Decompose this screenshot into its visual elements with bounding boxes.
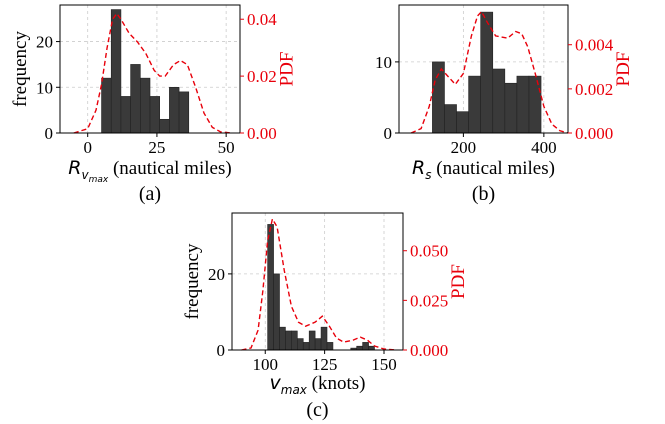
x-axis-label: vmax (knots) bbox=[270, 372, 366, 397]
y2-axis-label: PDF bbox=[448, 264, 469, 299]
pdf-curve bbox=[73, 12, 232, 134]
y-tick-label: 10 bbox=[36, 78, 53, 97]
y-axis-label: frequency bbox=[182, 243, 203, 319]
histogram-bar bbox=[362, 342, 369, 351]
y-axis-label: frequency bbox=[10, 31, 31, 107]
histogram-bar bbox=[140, 77, 151, 134]
histogram-bar bbox=[516, 75, 530, 134]
chart-panel-0: 0 25 50 0 10 20 0.00 0.02 0.04 frequency PDF Rvmax … bbox=[10, 4, 297, 205]
histogram-bar bbox=[110, 9, 122, 134]
x-axis-symbol: v bbox=[270, 372, 282, 394]
y2-tick-label: 0.050 bbox=[410, 242, 448, 261]
histogram-bar bbox=[130, 64, 141, 134]
histogram-bar bbox=[528, 75, 542, 134]
x-axis-subscript: max bbox=[281, 383, 308, 397]
y-tick-label: 0 bbox=[384, 124, 393, 143]
histogram-bar bbox=[169, 86, 180, 134]
x-axis-symbol: R bbox=[412, 157, 425, 179]
x-axis-label: Rvmax (nautical miles) bbox=[68, 157, 231, 185]
histogram-bar bbox=[504, 82, 518, 134]
histogram-bar bbox=[368, 345, 375, 351]
histogram-bar bbox=[314, 338, 322, 351]
x-tick-label: 150 bbox=[371, 355, 397, 374]
histogram-bar bbox=[279, 326, 286, 351]
histogram-bar bbox=[320, 326, 328, 351]
histogram-bar bbox=[356, 345, 363, 351]
x-tick-label: 400 bbox=[531, 138, 557, 157]
histogram-bar bbox=[480, 11, 494, 134]
plot-frame bbox=[59, 4, 241, 134]
x-axis-subscript: v bbox=[82, 168, 90, 182]
histogram-bar bbox=[285, 330, 292, 351]
x-tick-label: 0 bbox=[83, 138, 92, 157]
chart-panel-2: 100 125 150 0 20 0.000 0.025 0.050 frequency PDF v… bbox=[182, 212, 469, 421]
histogram-bar bbox=[468, 75, 481, 134]
histogram-bar bbox=[120, 96, 131, 134]
y2-axis-label: PDF bbox=[276, 52, 297, 87]
y2-tick-label: 0.02 bbox=[247, 67, 277, 86]
x-axis-subscript: s bbox=[425, 168, 431, 182]
histogram-bar bbox=[297, 338, 304, 351]
x-axis-symbol: R bbox=[68, 157, 81, 179]
y-tick-label: 10 bbox=[375, 53, 392, 72]
histogram-bar bbox=[444, 104, 457, 134]
y2-tick-label: 0.000 bbox=[410, 341, 448, 360]
histogram-bar bbox=[273, 273, 280, 351]
plot-frame bbox=[231, 212, 404, 351]
histogram-bar bbox=[326, 342, 334, 351]
plot-frame bbox=[398, 4, 569, 134]
y-tick-label: 0 bbox=[217, 341, 226, 360]
y2-tick-label: 0.002 bbox=[575, 80, 613, 99]
panel-caption: (c) bbox=[306, 399, 328, 421]
histogram-bar bbox=[308, 330, 316, 351]
x-tick-label: 100 bbox=[253, 355, 279, 374]
y2-tick-label: 0.004 bbox=[575, 36, 614, 55]
histogram-bar bbox=[149, 96, 160, 134]
histogram-bar bbox=[101, 77, 112, 134]
y2-tick-label: 0.025 bbox=[410, 291, 448, 310]
histogram-bar bbox=[456, 111, 469, 134]
x-tick-label: 200 bbox=[451, 138, 477, 157]
pdf-curve bbox=[241, 217, 396, 351]
y2-tick-label: 0.04 bbox=[247, 10, 277, 29]
y-tick-label: 20 bbox=[208, 265, 225, 284]
y-tick-label: 20 bbox=[36, 33, 53, 52]
histogram-bar bbox=[302, 342, 310, 351]
histogram-bar bbox=[178, 91, 190, 134]
pdf-curve bbox=[410, 10, 569, 134]
x-axis-subsubscript: max bbox=[89, 175, 109, 185]
histogram-bar bbox=[159, 118, 170, 134]
panel-caption: (b) bbox=[472, 183, 495, 205]
x-tick-label: 25 bbox=[148, 138, 165, 157]
histogram-bar bbox=[267, 224, 274, 351]
x-tick-label: 50 bbox=[218, 138, 235, 157]
x-axis-label: Rs (nautical miles) bbox=[412, 157, 555, 182]
x-tick-label: 125 bbox=[312, 355, 338, 374]
histogram-bar bbox=[432, 61, 445, 134]
histogram-bar bbox=[492, 68, 506, 134]
x-axis-text: (knots) bbox=[307, 373, 366, 394]
x-axis-text: (nautical miles) bbox=[108, 158, 231, 179]
panel-caption: (a) bbox=[139, 183, 161, 205]
histogram-bar bbox=[291, 330, 298, 351]
y-tick-label: 0 bbox=[45, 124, 54, 143]
x-axis-text: (nautical miles) bbox=[432, 158, 555, 179]
y2-tick-label: 0.00 bbox=[247, 124, 277, 143]
y2-axis-label: PDF bbox=[613, 52, 634, 87]
y2-tick-label: 0.000 bbox=[575, 124, 613, 143]
